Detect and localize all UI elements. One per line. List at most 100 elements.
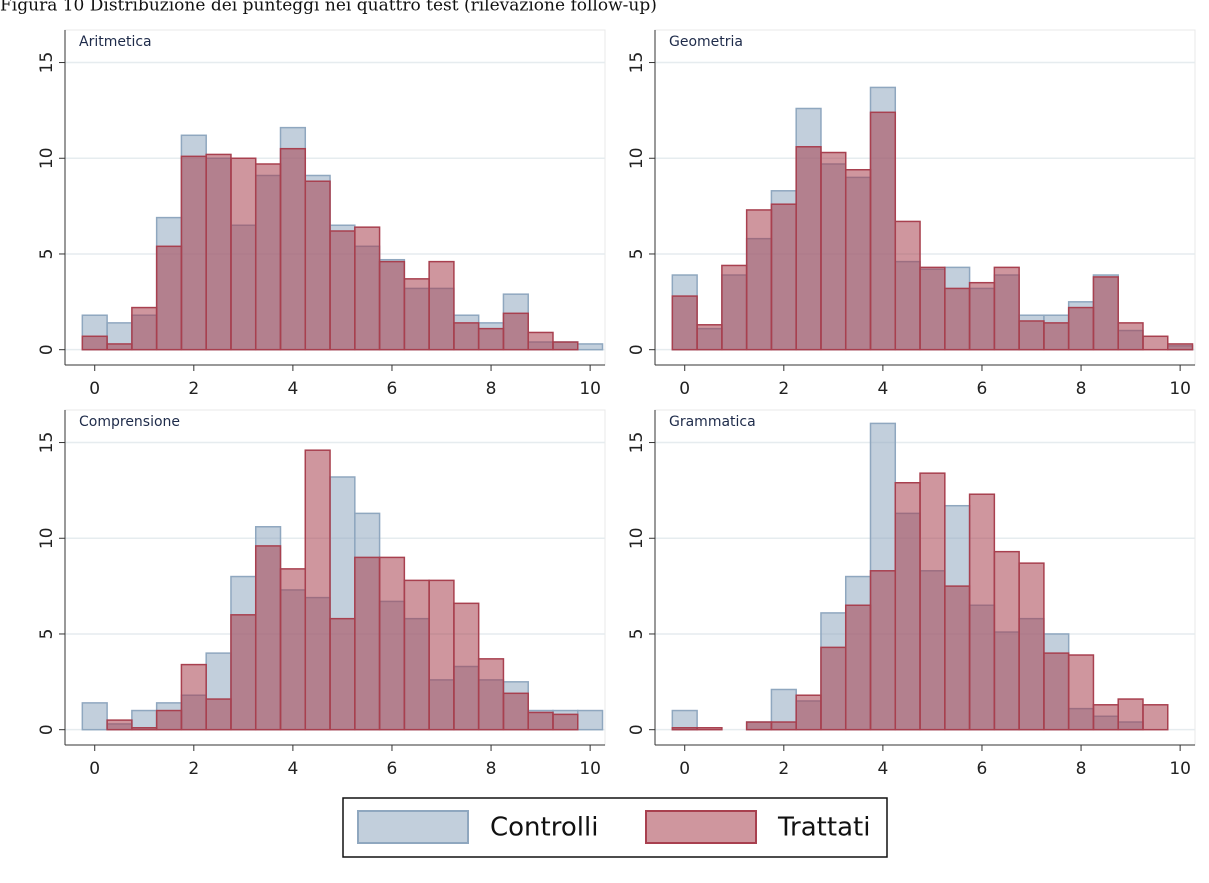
histogram-bar (721, 264, 748, 351)
x-tick-label: 8 (486, 379, 497, 399)
histogram-bar (1018, 320, 1045, 351)
y-tick-label: 5 (37, 629, 57, 640)
histogram-bar (230, 614, 257, 731)
histogram-bar (944, 585, 971, 731)
histogram-bar (205, 153, 232, 351)
histogram-bar (428, 260, 455, 351)
x-tick-label: 10 (1169, 379, 1191, 399)
histogram-bar (552, 341, 579, 351)
histogram-bar (131, 709, 158, 731)
panel-title: Aritmetica (79, 34, 152, 50)
panel-title: Grammatica (669, 414, 756, 430)
x-tick-label: 8 (1076, 759, 1087, 779)
x-tick-label: 6 (977, 759, 988, 779)
histogram-bar (131, 727, 158, 731)
histogram-bar (527, 331, 554, 351)
histogram-bar (403, 579, 430, 731)
histogram-bar (968, 281, 996, 351)
x-tick-label: 4 (287, 759, 298, 779)
histogram-bar (1142, 335, 1169, 351)
histogram-bar (820, 646, 847, 731)
histogram-bar (671, 727, 698, 731)
histogram-bar (180, 155, 207, 351)
histogram-bar (770, 721, 797, 731)
y-tick-label: 10 (37, 147, 57, 169)
histogram-bar (131, 306, 158, 351)
histogram-bar (745, 721, 773, 731)
histogram-bar (1067, 654, 1095, 731)
x-tick-label: 0 (89, 379, 100, 399)
x-tick-label: 2 (778, 379, 789, 399)
histogram-bar (428, 579, 455, 731)
histogram-bar (869, 570, 897, 731)
x-tick-label: 10 (1169, 759, 1191, 779)
y-tick-label: 0 (627, 724, 647, 735)
histogram-bar (1018, 562, 1045, 731)
x-tick-label: 10 (579, 379, 601, 399)
x-tick-label: 6 (387, 759, 398, 779)
panel-title: Comprensione (79, 414, 180, 430)
panel-title: Geometria (669, 34, 743, 50)
legend-label: Trattati (777, 813, 870, 843)
histogram-bar (552, 713, 579, 731)
histogram-bar (919, 472, 946, 731)
histogram-bar (81, 702, 108, 731)
histogram-bar (81, 335, 108, 351)
x-tick-label: 6 (977, 379, 988, 399)
histogram-bar (279, 147, 307, 351)
histogram-bar (1043, 652, 1070, 731)
x-tick-label: 4 (287, 379, 298, 399)
histogram-bar (527, 711, 554, 731)
y-tick-label: 10 (627, 527, 647, 549)
x-tick-label: 10 (579, 759, 601, 779)
histogram-bar (671, 709, 698, 731)
y-tick-label: 0 (37, 344, 57, 355)
histogram-bar (1117, 698, 1144, 731)
histogram-bar (403, 278, 430, 351)
histogram-bar (329, 617, 356, 731)
histogram-bar (671, 295, 698, 351)
histogram-bar (894, 220, 921, 351)
y-tick-label: 0 (37, 724, 57, 735)
histogram-bar (820, 151, 847, 351)
histogram-bar (502, 692, 529, 731)
histogram-bar (1142, 704, 1169, 731)
histogram-bar (993, 550, 1020, 731)
histogram-bar (180, 663, 207, 731)
y-tick-label: 10 (37, 527, 57, 549)
histogram-bar (770, 203, 797, 351)
x-tick-label: 8 (486, 759, 497, 779)
histogram-bar (378, 260, 406, 351)
histogram-bar (696, 727, 723, 731)
histogram-bar (1067, 306, 1095, 351)
histogram-bar (745, 209, 773, 351)
histogram-bar (254, 545, 282, 731)
histogram-bar (1043, 322, 1070, 351)
histogram-bar (453, 602, 480, 731)
y-tick-label: 15 (37, 432, 57, 454)
histogram-bar (106, 343, 133, 351)
histogram-bar (919, 266, 946, 351)
y-tick-label: 0 (627, 344, 647, 355)
histogram-bar (205, 698, 232, 731)
x-tick-label: 4 (877, 379, 888, 399)
histogram-bar (696, 324, 723, 351)
histogram-bar (477, 658, 505, 731)
x-tick-label: 0 (89, 759, 100, 779)
histogram-bar (106, 719, 133, 731)
legend-swatch (645, 810, 757, 844)
histogram-bar (354, 226, 381, 351)
histogram-bar (968, 493, 996, 731)
histogram-bar (844, 604, 872, 731)
legend-label: Controlli (490, 813, 598, 843)
x-tick-label: 2 (188, 759, 199, 779)
histogram-bar (795, 146, 822, 351)
histogram-bar (477, 327, 505, 351)
histogram-bar (279, 568, 307, 731)
x-tick-label: 0 (679, 379, 690, 399)
histogram-bar (1092, 276, 1119, 351)
histogram-bar (378, 556, 406, 731)
histogram-bar (230, 157, 257, 351)
x-tick-label: 4 (877, 759, 888, 779)
